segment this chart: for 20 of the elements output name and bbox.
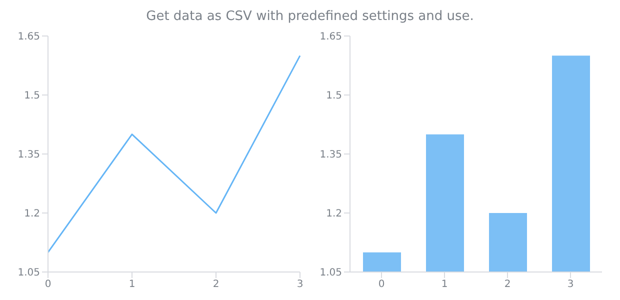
y-tick-label: 1.35: [18, 150, 40, 161]
x-tick-label: 1: [441, 279, 448, 290]
y-tick-label: 1.2: [326, 208, 342, 220]
y-tick-label: 1.65: [320, 32, 342, 43]
x-tick-label: 1: [128, 279, 136, 290]
x-tick-label: 0: [44, 279, 52, 290]
y-tick-label: 1.05: [18, 268, 40, 279]
line-series: [47, 54, 301, 254]
x-tick-label: 2: [504, 279, 511, 290]
x-tick-label: 3: [567, 279, 574, 290]
x-tick-label: 0: [378, 279, 385, 290]
y-tick-label: 1.5: [24, 90, 40, 102]
y-tick-label: 1.2: [24, 208, 40, 220]
x-tick-label: 2: [212, 279, 220, 290]
chart-title: Get data as CSV with predefined settings and use.: [145, 8, 475, 26]
y-tick-label: 1.65: [18, 32, 40, 43]
y-tick-label: 1.5: [326, 90, 342, 102]
y-tick-label: 1.35: [320, 150, 342, 161]
y-tick-label: 1.05: [320, 268, 342, 279]
x-tick-label: 3: [296, 279, 304, 290]
